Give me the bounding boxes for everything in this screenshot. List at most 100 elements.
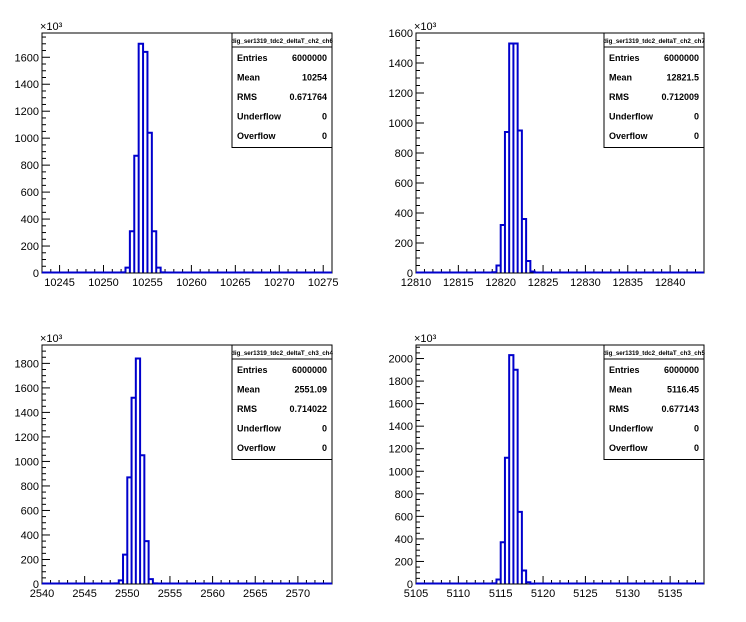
y-tick-label: 0: [33, 268, 39, 280]
x-tick-label: 10265: [220, 277, 251, 289]
y-tick-label: 1000: [15, 133, 39, 145]
y-exponent-label: ×10³: [414, 21, 437, 33]
stats-label: Entries: [237, 365, 268, 375]
stats-label: Entries: [609, 53, 640, 63]
stats-label: Mean: [609, 385, 632, 395]
stats-value: 0: [694, 131, 699, 141]
x-tick-label: 5120: [531, 588, 555, 600]
y-tick-label: 600: [21, 187, 39, 199]
stats-value: 0.677143: [661, 404, 699, 414]
stats-label: RMS: [237, 92, 257, 102]
histogram-title: dig_ser1319_tdc2_deltaT_ch3_ch5: [603, 350, 705, 357]
y-tick-label: 1000: [389, 466, 413, 478]
x-tick-label: 5135: [658, 588, 682, 600]
stats-value: 5116.45: [667, 385, 699, 395]
y-tick-label: 0: [33, 579, 39, 591]
y-tick-label: 1600: [15, 52, 39, 64]
histogram-panel: 0 200 400 600 800 1000 1200 1400 1600 1800 2540 254…: [15, 333, 334, 600]
stats-label: RMS: [237, 404, 257, 414]
histogram-title: dig_ser1319_tdc2_deltaT_ch2_ch7: [603, 38, 705, 45]
y-exponent-label: ×10³: [414, 333, 437, 345]
stats-label: Entries: [237, 53, 268, 63]
y-tick-label: 600: [395, 511, 413, 523]
stats-value: 0: [694, 112, 699, 122]
y-exponent-label: ×10³: [40, 21, 63, 33]
stats-value: 0: [322, 443, 327, 453]
y-tick-label: 400: [395, 534, 413, 546]
histogram-series-line: [42, 42, 332, 274]
x-tick-label: 2550: [115, 588, 139, 600]
stats-value: 0.671764: [289, 92, 327, 102]
stats-label: Overflow: [609, 131, 649, 141]
y-tick-label: 1200: [389, 88, 413, 100]
stats-box: [231, 344, 333, 460]
x-tick-label: 10255: [132, 277, 163, 289]
x-tick-label: 5130: [616, 588, 640, 600]
histogram-series-line: [42, 357, 332, 585]
y-tick-label: 1400: [15, 407, 39, 419]
x-tick-label: 10275: [308, 277, 339, 289]
y-tick-label: 1400: [389, 421, 413, 433]
x-tick-label: 10250: [88, 277, 119, 289]
x-tick-label: 12835: [612, 277, 643, 289]
y-tick-label: 1600: [389, 399, 413, 411]
x-tick-label: 10270: [264, 277, 295, 289]
x-tick-label: 2555: [158, 588, 182, 600]
stats-value: 0.712009: [661, 92, 699, 102]
stats-label: Mean: [237, 385, 260, 395]
histogram-series-line: [416, 354, 704, 585]
y-tick-label: 2000: [389, 354, 413, 366]
x-tick-label: 2560: [200, 588, 224, 600]
x-tick-label: 12815: [443, 277, 474, 289]
stats-value: 12821.5: [666, 73, 699, 83]
y-tick-label: 1800: [15, 358, 39, 370]
stats-value: 0: [694, 443, 699, 453]
y-tick-label: 600: [395, 178, 413, 190]
stats-label: Underflow: [237, 424, 282, 434]
stats-value: 10254: [302, 73, 327, 83]
x-tick-label: 12830: [570, 277, 601, 289]
x-tick-label: 10245: [44, 277, 75, 289]
x-tick-label: 5125: [573, 588, 597, 600]
stats-label: Entries: [609, 365, 640, 375]
y-tick-label: 800: [21, 481, 39, 493]
x-tick-label: 2540: [30, 588, 54, 600]
stats-value: 6000000: [292, 365, 327, 375]
stats-value: 0: [694, 424, 699, 434]
y-tick-label: 1200: [389, 444, 413, 456]
x-tick-label: 2545: [72, 588, 96, 600]
y-tick-label: 1000: [389, 118, 413, 130]
stats-label: Underflow: [609, 112, 654, 122]
x-tick-label: 12820: [485, 277, 516, 289]
y-tick-label: 400: [21, 214, 39, 226]
histogram-title: dig_ser1319_tdc2_deltaT_ch2_ch6: [231, 38, 333, 45]
stats-value: 0.714022: [289, 404, 327, 414]
y-tick-label: 200: [395, 556, 413, 568]
y-tick-label: 0: [407, 268, 413, 280]
y-tick-label: 800: [21, 160, 39, 172]
y-tick-label: 800: [395, 489, 413, 501]
stats-value: 2551.09: [294, 385, 327, 395]
y-tick-label: 1800: [389, 376, 413, 388]
stats-value: 0: [322, 112, 327, 122]
stats-label: RMS: [609, 404, 629, 414]
y-tick-label: 0: [407, 579, 413, 591]
stats-value: 0: [322, 424, 327, 434]
stats-label: Overflow: [237, 443, 277, 453]
y-tick-label: 400: [395, 208, 413, 220]
y-tick-label: 1200: [15, 106, 39, 118]
y-tick-label: 1400: [15, 79, 39, 91]
x-tick-label: 12810: [401, 277, 432, 289]
y-tick-label: 200: [21, 241, 39, 253]
stats-label: Underflow: [237, 112, 282, 122]
y-tick-label: 1600: [389, 28, 413, 40]
stats-label: Underflow: [609, 424, 654, 434]
y-tick-label: 600: [21, 505, 39, 517]
histogram-series-line: [416, 42, 704, 274]
y-tick-label: 800: [395, 148, 413, 160]
y-tick-label: 200: [21, 554, 39, 566]
stats-label: Overflow: [609, 443, 649, 453]
histogram-title: dig_ser1319_tdc2_deltaT_ch3_ch4: [231, 350, 333, 357]
x-tick-label: 2565: [243, 588, 267, 600]
